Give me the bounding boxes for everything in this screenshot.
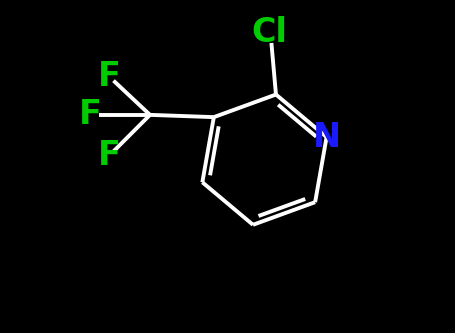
Text: F: F xyxy=(97,60,120,93)
Text: F: F xyxy=(97,140,120,172)
Text: F: F xyxy=(79,98,102,131)
Text: Cl: Cl xyxy=(251,16,287,49)
Text: N: N xyxy=(312,121,340,154)
